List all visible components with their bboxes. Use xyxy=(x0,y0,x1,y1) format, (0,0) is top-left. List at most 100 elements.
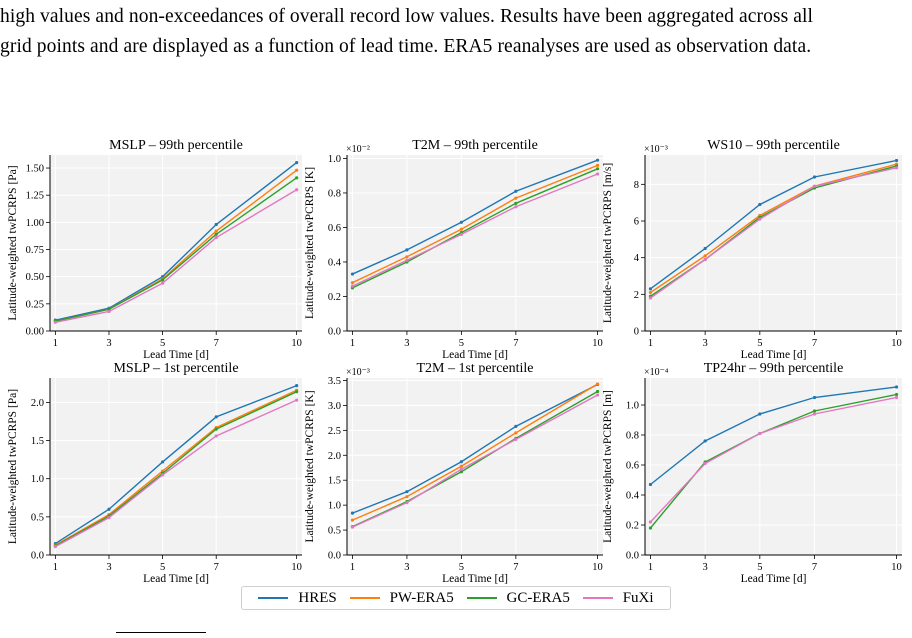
x-tick-label: 1 xyxy=(350,562,355,573)
y-tick-label: 2.5 xyxy=(328,426,341,437)
data-point xyxy=(703,254,707,258)
data-point xyxy=(595,158,600,162)
x-tick-label: 5 xyxy=(160,562,165,573)
data-point xyxy=(758,412,762,416)
data-point xyxy=(758,202,762,207)
data-point xyxy=(514,201,518,205)
footnote-rule xyxy=(116,632,206,633)
data-point xyxy=(350,525,355,529)
x-tick-label: 3 xyxy=(404,338,409,349)
data-point xyxy=(514,189,518,193)
y-axis-label: Latitude-weighted twPCRPS [Pa] xyxy=(7,389,19,544)
chart-title: T2M – 1st percentile xyxy=(416,361,533,376)
data-point xyxy=(648,526,653,530)
caption-line-2: grid points and are displayed as a funct… xyxy=(0,36,812,57)
data-point xyxy=(295,384,299,388)
chart-panel-4: 0.0 0.5 1.0 1.5 2.0 1 3 5 7 10 MSLP – 1st percenti… xyxy=(7,361,302,585)
data-point xyxy=(648,290,653,295)
x-tick-label: 10 xyxy=(592,562,603,573)
data-point xyxy=(703,246,707,251)
data-point xyxy=(514,437,518,441)
y-tick-label: 0.5 xyxy=(328,526,341,537)
x-tick-label: 3 xyxy=(106,338,111,349)
x-axis-label: Lead Time [d] xyxy=(442,349,508,361)
y-tick-label: 0.0 xyxy=(328,551,341,562)
legend: HRES PW-ERA5 GC-ERA5 FuXi xyxy=(241,586,671,610)
x-tick-label: 10 xyxy=(291,562,302,573)
y-tick-label: 3.5 xyxy=(328,376,341,387)
data-point xyxy=(459,232,463,236)
data-point xyxy=(595,163,600,167)
y-tick-label: 1.50 xyxy=(26,164,44,175)
data-point xyxy=(405,501,409,505)
legend-swatch-hres xyxy=(258,597,289,599)
legend-item-fuxi: FuXi xyxy=(582,589,654,607)
chart-title: TP24hr – 99th percentile xyxy=(704,361,844,376)
data-point xyxy=(405,495,409,499)
y-tick-label: 3.0 xyxy=(328,401,341,412)
data-point xyxy=(459,460,463,464)
data-point xyxy=(595,167,600,171)
data-point xyxy=(295,176,299,180)
data-point xyxy=(514,205,518,209)
data-point xyxy=(595,382,600,386)
y-tick-label: 1.00 xyxy=(26,218,44,229)
chart-panel-3: 0 2 4 6 8 1 3 5 7 10 WS10 – 99th percentile Lead Ti… xyxy=(602,138,902,361)
chart-panel-6: 0.0 0.2 0.4 0.6 0.8 1.0 1 3 5 7 10 TP24hr – 99th pe… xyxy=(602,361,902,585)
y-tick-label: 0.2 xyxy=(626,521,639,532)
data-point xyxy=(214,434,218,438)
data-point xyxy=(894,166,899,170)
x-tick-label: 10 xyxy=(891,562,902,573)
data-point xyxy=(107,309,111,314)
y-axis-label: Latitude-weighted twPCRPS [m/s] xyxy=(602,163,614,323)
y-tick-label: 4 xyxy=(634,253,640,264)
data-point xyxy=(53,545,57,549)
data-point xyxy=(214,229,218,233)
data-point xyxy=(514,196,518,200)
legend-label-gc-era5: GC-ERA5 xyxy=(506,589,570,606)
chart-title: WS10 – 99th percentile xyxy=(707,138,840,153)
data-point xyxy=(295,161,299,165)
legend-swatch-fuxi xyxy=(582,597,613,599)
axis-offset-label: ×10⁻² xyxy=(346,144,370,155)
x-tick-label: 1 xyxy=(648,562,653,573)
plot-area xyxy=(347,378,603,555)
axis-offset-label: ×10⁻³ xyxy=(644,144,668,155)
data-point xyxy=(214,232,218,236)
data-point xyxy=(648,296,653,300)
y-tick-label: 8 xyxy=(634,180,639,191)
data-point xyxy=(758,217,762,221)
data-point xyxy=(405,490,409,494)
data-point xyxy=(405,248,409,252)
data-point xyxy=(514,431,518,435)
axis-offset-label: ×10⁻⁴ xyxy=(644,367,669,378)
y-tick-label: 6 xyxy=(634,217,639,228)
y-axis-label: Latitude-weighted twPCRPS [K] xyxy=(304,390,316,542)
y-tick-label: 1.0 xyxy=(328,154,341,165)
data-point xyxy=(350,511,355,515)
data-point xyxy=(812,409,817,413)
chart-panel-1: 0.00 0.25 0.50 0.75 1.00 1.25 1.50 1 3 5 7 10 MSLP –… xyxy=(7,138,302,361)
x-axis-label: Lead Time [d] xyxy=(143,349,209,361)
data-point xyxy=(459,467,463,471)
y-tick-label: 0.5 xyxy=(31,512,44,523)
data-point xyxy=(595,389,600,394)
data-point xyxy=(459,464,463,468)
legend-item-pw-era5: PW-ERA5 xyxy=(349,590,454,607)
legend-label-fuxi: FuXi xyxy=(622,589,654,606)
chart-title: MSLP – 1st percentile xyxy=(113,361,238,376)
x-tick-label: 3 xyxy=(106,562,111,573)
y-axis-label: Latitude-weighted twPCRPS [m] xyxy=(602,390,614,543)
x-tick-label: 1 xyxy=(648,338,653,349)
legend-label-hres: HRES xyxy=(298,589,337,606)
data-point xyxy=(812,412,817,416)
x-axis-label: Lead Time [d] xyxy=(741,349,807,361)
x-tick-label: 5 xyxy=(757,562,762,573)
plot-area xyxy=(645,155,902,331)
y-axis-label: Latitude-weighted twPCRPS [K] xyxy=(304,167,316,319)
x-axis-label: Lead Time [d] xyxy=(741,573,807,585)
data-point xyxy=(214,235,218,240)
y-tick-label: 0.50 xyxy=(26,272,44,283)
data-point xyxy=(214,222,218,227)
